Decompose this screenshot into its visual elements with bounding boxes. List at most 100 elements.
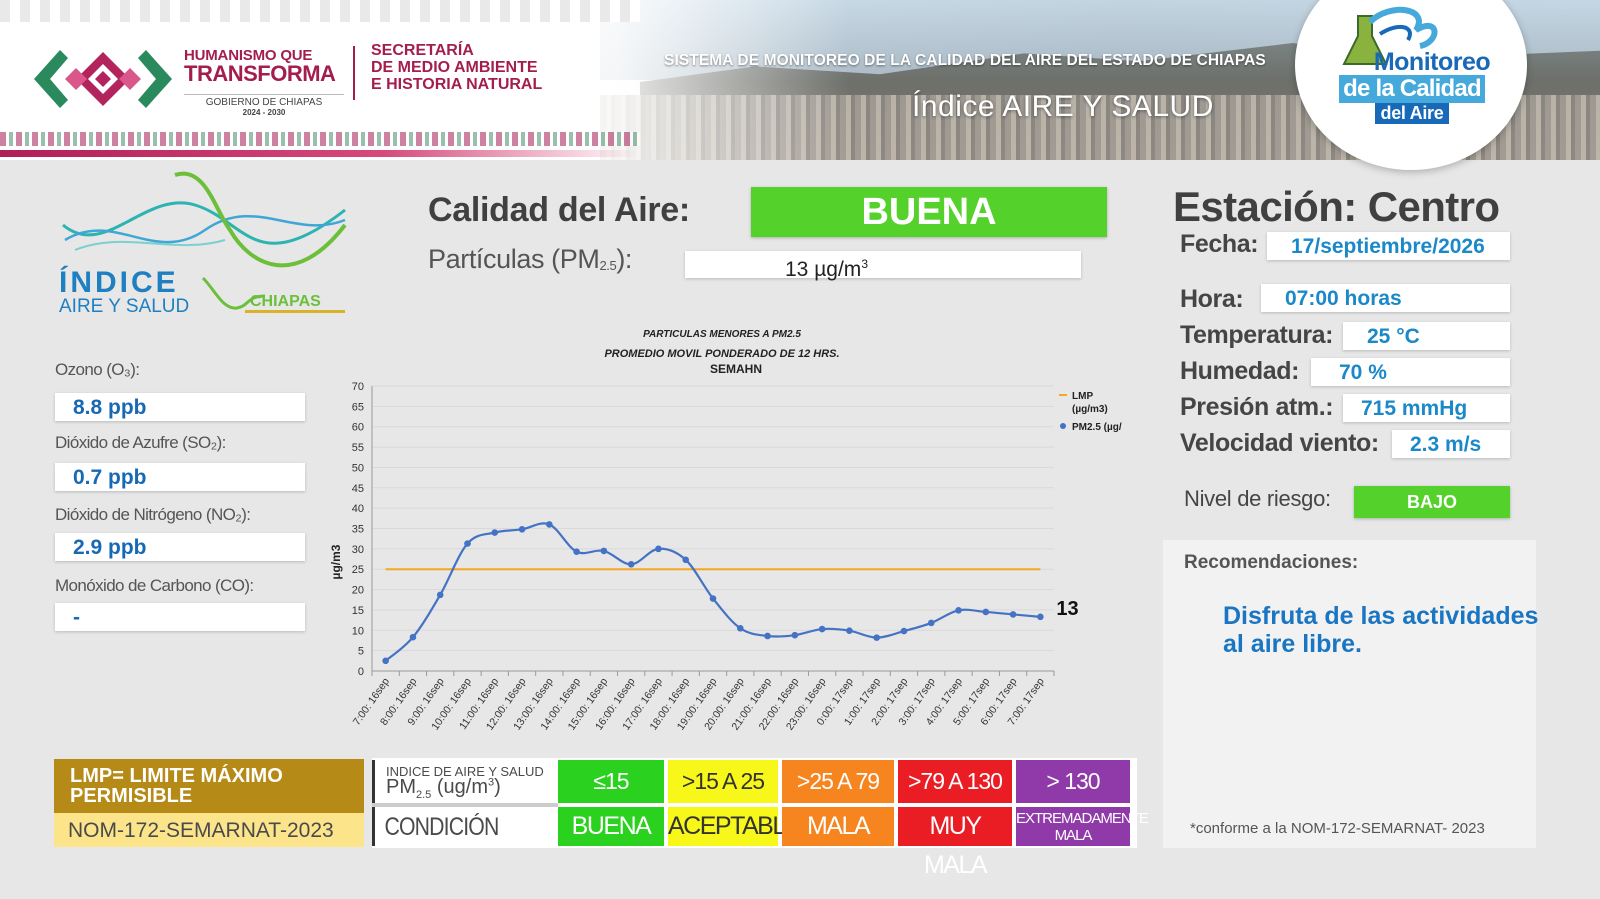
y-tick-label: 45 [352, 483, 364, 495]
header-pattern-band [0, 132, 640, 146]
pm25-data-point [682, 556, 690, 564]
time-label: Hora: [1180, 285, 1244, 313]
ozone-value: 8.8 ppb [55, 393, 305, 421]
pm25-label-text: Partículas (PM [428, 244, 600, 274]
monitor-line-3: del Aire [1374, 103, 1450, 124]
scale-condition-4: MUY MALA [898, 807, 1012, 879]
pm25-data-point [1009, 611, 1017, 618]
pm25-label: Partículas (PM2.5): [428, 244, 632, 275]
y-tick-label: 30 [352, 544, 364, 556]
co-label: Monóxido de Carbono (CO): [55, 576, 254, 595]
date-label: Fecha: [1180, 230, 1259, 258]
scale-range-3: >25 A 79 [782, 760, 894, 803]
index-logo-line-1: ÍNDICE [59, 265, 179, 299]
secretariat-name: SECRETARÍA DE MEDIO AMBIENTE E HISTORIA … [371, 42, 542, 93]
air-quality-status: BUENA [751, 187, 1107, 237]
pm25-data-point [627, 561, 635, 568]
header-pink-line [0, 150, 640, 157]
header-top-pattern [0, 0, 640, 22]
y-tick-label: 70 [352, 381, 364, 393]
pm25-data-point [818, 625, 826, 633]
sec-line-1: SECRETARÍA [371, 42, 474, 59]
scale-condition-label: CONDICIÓN [376, 809, 526, 845]
wind-value: 2.3 m/s [1392, 430, 1510, 458]
system-title: SISTEMA DE MONITOREO DE LA CALIDAD DEL A… [664, 52, 1266, 69]
pm25-data-point [764, 632, 771, 640]
pm25-label-sub: 2.5 [599, 258, 617, 273]
y-tick-label: 50 [352, 462, 364, 474]
norm-note: *conforme a la NOM-172-SEMARNAT- 2023 [1190, 820, 1485, 837]
ozone-label: Ozono (O₃): [55, 360, 140, 379]
header-separator [353, 46, 355, 100]
y-tick-label: 35 [352, 524, 364, 536]
chart-points [382, 521, 1044, 665]
y-tick-label: 65 [352, 401, 364, 413]
y-tick-label: 5 [358, 646, 364, 658]
chart-legend: LMP (µg/m3) PM2.5 (µg/ [1059, 391, 1122, 433]
pm25-data-point [900, 627, 908, 635]
y-tick-label: 60 [352, 422, 364, 434]
date-value: 17/septiembre/2026 [1267, 232, 1510, 260]
scale-condition-2: ACEPTABLE [668, 807, 801, 846]
gov-line-1: HUMANISMO QUE [184, 47, 313, 64]
pm25-data-point [927, 619, 935, 627]
pm25-data-point [982, 608, 990, 616]
scale-condition-5: EXTREMADAMENTE MALA [1016, 807, 1149, 846]
last-value-label: 13 [1056, 598, 1078, 620]
index-logo-line-2: AIRE Y SALUD [59, 296, 189, 317]
pm25-data-point [955, 607, 962, 614]
pressure-label: Presión atm.: [1180, 393, 1334, 421]
monitor-line-2: de la Calidad [1339, 75, 1485, 103]
chart-series [384, 522, 1041, 662]
scale-index-label-1: INDICE DE AIRE Y SALUD [376, 764, 552, 779]
index-logo-line-3: CHIAPAS [250, 293, 321, 310]
pm25-data-point [518, 526, 526, 533]
pm25-data-point [546, 521, 553, 528]
pm25-value-text: 13 µg/m [785, 258, 862, 281]
chart-grid [371, 385, 1055, 676]
pm25-data-point [873, 634, 880, 641]
risk-level-value: BAJO [1354, 486, 1510, 518]
pm25-data-point [1037, 613, 1044, 621]
government-name: HUMANISMO QUE TRANSFORMA GOBIERNO DE CHI… [184, 48, 344, 117]
scale-index-sub: 2.5 [416, 789, 432, 801]
pm25-data-point [846, 627, 853, 634]
pm25-value-sup: 3 [861, 257, 868, 271]
time-value: 07:00 horas [1261, 284, 1510, 312]
scale-index-pm: PM [386, 776, 416, 798]
chart-title-line-3: SEMAHN [710, 362, 762, 376]
pm25-data-point [655, 545, 662, 553]
scale-index-units: (ug/m [431, 776, 488, 798]
pm25-data-point [600, 547, 608, 555]
scale-condition-3: MALA [782, 807, 894, 846]
y-tick-label: 10 [352, 625, 364, 637]
scale-range-2: >15 A 25 [668, 760, 778, 803]
recommendations-text: Disfruta de las actividades al aire libr… [1223, 602, 1539, 658]
chart-title-line-2: PROMEDIO MOVIL PONDERADO DE 12 HRS. [604, 348, 839, 360]
scale-index-sup: 3 [487, 776, 495, 789]
y-tick-label: 40 [352, 503, 364, 515]
gov-line-3: GOBIERNO DE CHIAPAS [184, 94, 344, 108]
air-quality-label: Calidad del Aire: [428, 191, 690, 229]
scale-index-label-2: PM2.5 (ug/m3) [376, 776, 552, 801]
recommendations-panel [1163, 540, 1536, 848]
no2-value: 2.9 ppb [55, 533, 305, 561]
pm25-data-point [709, 595, 717, 602]
humidity-value: 70 % [1311, 358, 1510, 386]
scale-range-1: ≤15 [558, 760, 664, 803]
monitor-logo-text: Monitoreo de la Calidad del Aire [1322, 48, 1502, 124]
legend-pm25-label: PM2.5 (µg/ [1072, 422, 1122, 433]
indice-aire-salud-logo-icon: ÍNDICE AIRE Y SALUD CHIAPAS [59, 171, 347, 317]
index-title: Índice AIRE Y SALUD [912, 90, 1214, 123]
recommendations-label: Recomendaciones: [1184, 552, 1359, 573]
pm25-value: 13 µg/m3 [685, 251, 1081, 281]
scale-index-close: ) [494, 776, 501, 798]
y-tick-label: 25 [352, 564, 364, 576]
wind-label: Velocidad viento: [1180, 429, 1379, 457]
sec-line-3: E HISTORIA NATURAL [371, 76, 543, 93]
y-tick-label: 15 [352, 605, 364, 617]
legend-pm25-swatch [1060, 423, 1066, 429]
risk-level-label: Nivel de riesgo: [1184, 486, 1331, 511]
scale-row-separator [372, 803, 558, 807]
